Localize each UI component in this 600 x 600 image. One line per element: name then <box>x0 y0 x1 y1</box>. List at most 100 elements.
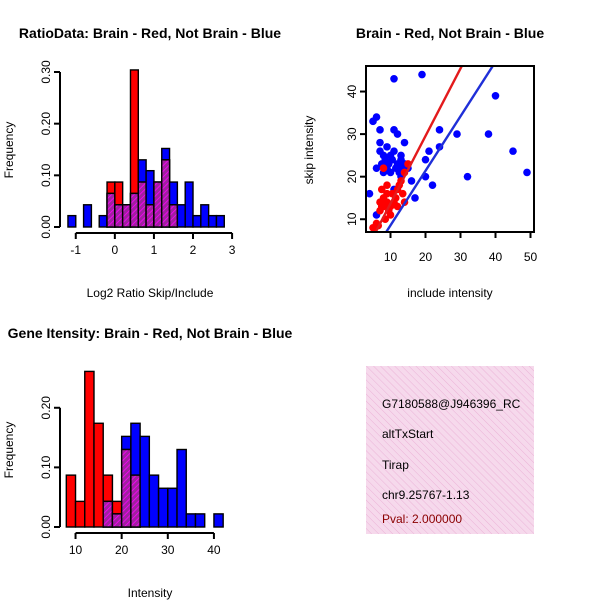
intensity-scatter-xlabel: include intensity <box>407 286 492 300</box>
ratio-histogram-axes: -1 0 1 2 3 0.00 0.10 0.20 0.30 <box>39 60 236 257</box>
ratio-hist-bar-overlap <box>114 204 124 228</box>
scatter-x-tick-label: 40 <box>489 250 503 264</box>
ratio-hist-bar-notbrain <box>200 204 210 228</box>
fit-line-notbrain <box>384 66 495 232</box>
ratio-hist-x-tick-label: 1 <box>151 243 158 257</box>
scatter-y-tick-label: 20 <box>345 170 359 184</box>
intensity-hist-x-tick-label: 30 <box>161 543 175 557</box>
intensity-hist-bar-overlap <box>130 474 141 528</box>
info-event-type: altTxStart <box>382 427 434 441</box>
scatter-point-notbrain <box>453 130 461 138</box>
intensity-hist-bar-notbrain <box>139 435 151 528</box>
scatter-point-notbrain <box>372 164 381 172</box>
info-location: chr9.25767-1.13 <box>382 488 470 502</box>
intensity-hist-bar-notbrain <box>167 487 178 528</box>
intensity-hist-bar-brain <box>93 422 104 528</box>
ratio-hist-bar-overlap <box>106 192 116 228</box>
intensity-hist-bar-overlap <box>102 500 114 528</box>
scatter-y-tick-label: 10 <box>345 212 359 226</box>
intensity-scatter-title: Brain - Red, Not Brain - Blue <box>356 25 544 41</box>
scatter-point-notbrain <box>397 151 405 160</box>
ratio-hist-bar-overlap <box>145 204 155 228</box>
ratio-hist-y-tick-label: 0.30 <box>39 60 53 84</box>
scatter-point-brain <box>379 164 388 172</box>
intensity-hist-bar-brain <box>84 370 95 528</box>
ratio-hist-y-tick-label: 0.00 <box>39 215 53 239</box>
ratio-histogram-ylabel: Frequency <box>2 122 16 179</box>
scatter-point-notbrain <box>463 172 472 181</box>
scatter-point-notbrain <box>393 130 402 138</box>
ratio-hist-bar-notbrain <box>215 214 225 228</box>
intensity-hist-bar-notbrain <box>194 513 206 528</box>
ratio-hist-bar-notbrain <box>207 214 218 228</box>
scatter-point-brain <box>377 185 386 194</box>
ratio-hist-bar-overlap <box>129 192 139 228</box>
intensity-hist-bar-notbrain <box>185 513 197 528</box>
scatter-point-notbrain <box>400 138 409 147</box>
intensity-hist-bar-overlap <box>120 448 132 528</box>
intensity-scatter-plot <box>366 66 531 232</box>
intensity-histogram-axes: 10 20 30 40 0.00 0.10 0.20 <box>39 396 221 557</box>
scatter-point-brain <box>386 211 395 219</box>
scatter-point-notbrain <box>428 181 437 189</box>
scatter-point-notbrain <box>390 74 398 83</box>
scatter-point-notbrain <box>509 147 517 155</box>
info-box-background <box>366 366 534 534</box>
ratio-hist-bar-overlap <box>161 159 171 228</box>
ratio-hist-bar-overlap <box>137 181 147 228</box>
intensity-hist-bar-brain <box>65 474 77 528</box>
scatter-point-brain <box>383 189 391 198</box>
ratio-hist-y-tick-label: 0.10 <box>39 163 53 187</box>
ratio-hist-bar-notbrain <box>98 214 108 228</box>
intensity-hist-bar-notbrain <box>176 448 187 528</box>
scatter-point-brain <box>383 181 391 189</box>
scatter-point-notbrain <box>376 126 384 134</box>
scatter-point-notbrain <box>523 168 531 177</box>
scatter-x-tick-label: 30 <box>454 250 468 264</box>
scatter-point-notbrain <box>388 155 397 164</box>
ratio-hist-bar-overlap <box>121 204 132 228</box>
ratio-hist-x-tick-label: 2 <box>190 243 197 257</box>
scatter-point-brain <box>398 189 407 198</box>
scatter-x-tick-label: 20 <box>419 250 433 264</box>
scatter-point-notbrain <box>407 177 416 185</box>
ratio-hist-x-tick-label: -1 <box>70 243 81 257</box>
intensity-hist-bar-notbrain <box>157 487 169 528</box>
scatter-point-notbrain <box>421 155 430 164</box>
ratio-hist-x-tick-label: 0 <box>112 243 119 257</box>
ratio-hist-bar-notbrain <box>67 214 77 228</box>
intensity-hist-y-tick-label: 0.10 <box>39 455 53 479</box>
intensity-histogram-bars <box>65 370 224 528</box>
scatter-point-notbrain <box>366 189 374 198</box>
intensity-scatter-axes: 10 20 30 40 50 10 20 30 40 <box>345 65 538 264</box>
scatter-point-notbrain <box>376 138 384 147</box>
ratio-hist-bar-notbrain <box>176 204 186 228</box>
ratio-histogram-bars <box>67 69 225 228</box>
ratio-hist-y-tick-label: 0.20 <box>39 112 53 136</box>
scatter-y-tick-label: 30 <box>345 127 359 141</box>
ratio-histogram-xlabel: Log2 Ratio Skip/Include <box>87 286 214 300</box>
intensity-hist-bar-notbrain <box>148 474 160 528</box>
intensity-scatter-ylabel: skip intensity <box>302 116 316 185</box>
ratio-hist-bar-overlap <box>168 204 179 228</box>
intensity-hist-bar-notbrain <box>213 513 224 528</box>
intensity-hist-bar-overlap <box>111 513 123 528</box>
intensity-hist-x-tick-label: 40 <box>207 543 221 557</box>
scatter-point-notbrain <box>383 143 391 151</box>
scatter-point-notbrain <box>484 130 493 138</box>
ratio-hist-bar-notbrain <box>192 214 202 228</box>
intensity-hist-y-tick-label: 0.20 <box>39 396 53 420</box>
intensity-hist-y-tick-label: 0.00 <box>39 515 53 539</box>
scatter-point-notbrain <box>390 147 398 155</box>
scatter-point-notbrain <box>418 70 426 79</box>
intensity-hist-x-tick-label: 20 <box>115 543 129 557</box>
info-box: G7180588@J946396_RC altTxStart Tirap chr… <box>366 366 534 534</box>
info-pval: Pval: 2.000000 <box>382 512 462 526</box>
scatter-point-notbrain <box>425 147 433 155</box>
scatter-point-notbrain <box>435 126 444 134</box>
scatter-plot-area <box>366 66 531 232</box>
ratio-histogram-panel: RatioData: Brain - Red, Not Brain - Blue… <box>2 25 281 300</box>
scatter-point-brain <box>393 202 402 211</box>
intensity-scatter-panel: Brain - Red, Not Brain - Blue 10 20 30 40 50… <box>302 25 544 300</box>
scatter-x-tick-label: 50 <box>524 250 538 264</box>
